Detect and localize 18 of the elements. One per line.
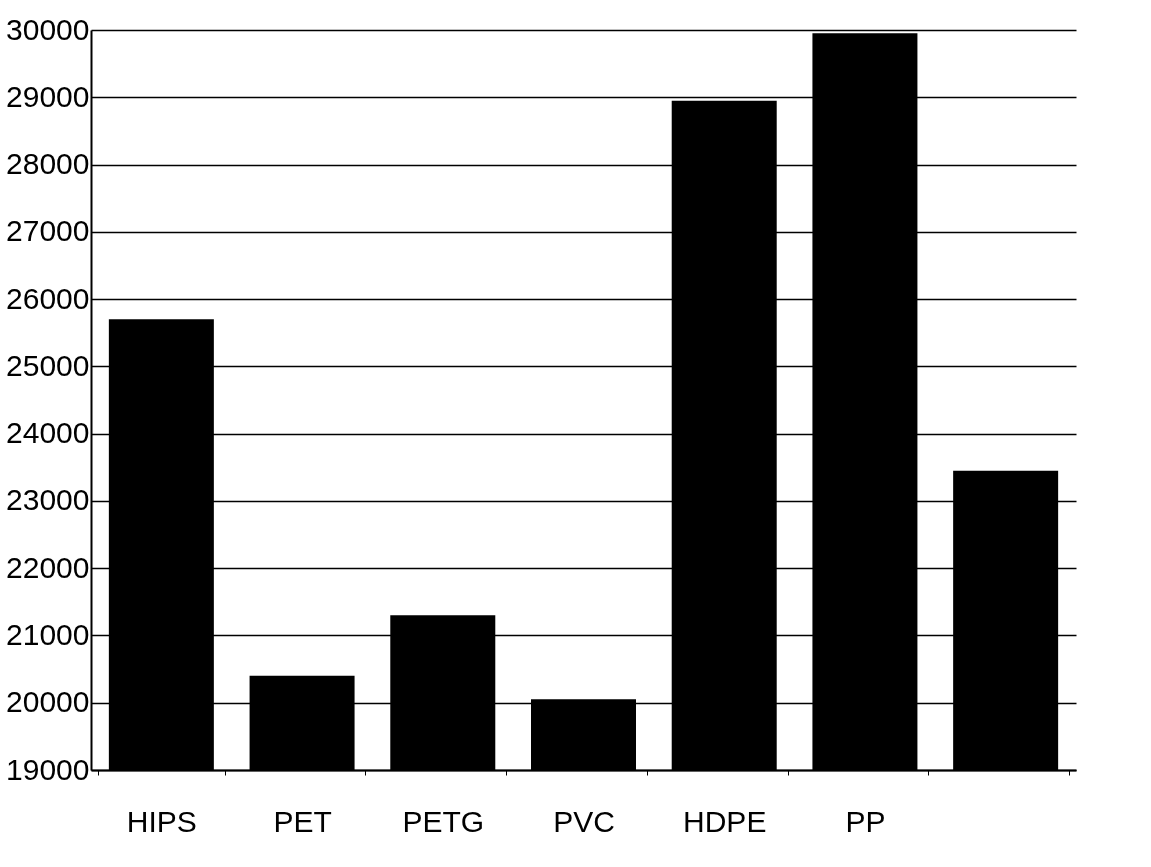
x-tick-label: PP	[845, 804, 886, 838]
y-tick-label: 30000	[6, 12, 90, 46]
y-tick-label: 29000	[6, 79, 90, 113]
x-tick-label: HIPS	[126, 804, 197, 838]
y-tick-label: 20000	[6, 685, 90, 719]
y-tick-label: 19000	[6, 752, 90, 786]
y-tick-label: 28000	[6, 147, 90, 181]
y-tick-label: 25000	[6, 348, 90, 382]
y-tick-label: 21000	[6, 617, 90, 651]
x-tick-label: PET	[273, 804, 332, 838]
x-tick-label: PETG	[402, 804, 485, 838]
x-tick-label: PVC	[553, 804, 615, 838]
x-tick-label: HDPE	[683, 804, 767, 838]
y-tick-label: 24000	[6, 416, 90, 450]
y-tick-label: 23000	[6, 483, 90, 517]
y-tick-label: 26000	[6, 281, 90, 315]
y-tick-label: 27000	[6, 214, 90, 248]
y-tick-label: 22000	[6, 550, 90, 584]
